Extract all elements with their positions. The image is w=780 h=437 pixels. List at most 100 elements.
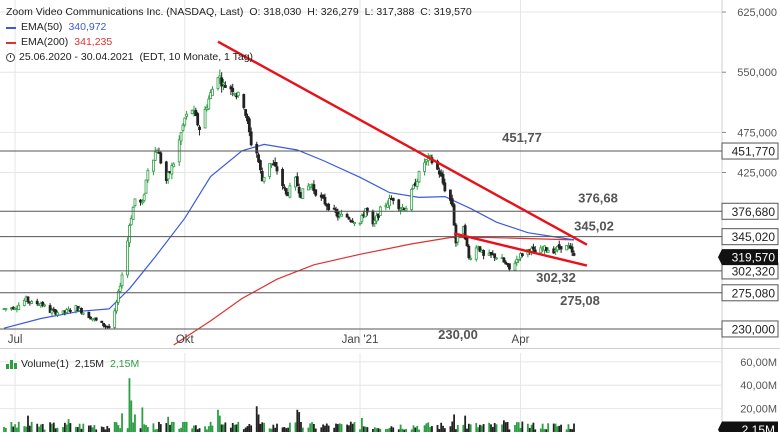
level-label: 275,08 (560, 293, 600, 308)
candle-body (347, 217, 351, 220)
candle-body (87, 311, 91, 319)
volume-bar (353, 422, 356, 432)
volume-bar (62, 427, 64, 432)
candle-body (80, 307, 83, 314)
candle-body (185, 113, 189, 117)
volume-bar (146, 426, 149, 432)
range-row: 25.06.2020 - 30.04.2021 (EDT, 10 Monate,… (6, 50, 472, 65)
volume-bar (416, 426, 419, 432)
volume-bar (51, 423, 53, 432)
candle-body (410, 189, 414, 211)
candle-body (262, 177, 266, 182)
volume-bar (257, 414, 260, 432)
ema50-swatch (6, 26, 16, 29)
volume-bar (276, 423, 278, 432)
candle-body (449, 189, 452, 201)
candle-body (351, 220, 355, 223)
candle-body (257, 154, 260, 163)
candle-body (513, 262, 517, 271)
volume-bar (145, 425, 147, 432)
candle-body (223, 84, 227, 88)
volume-bar (268, 428, 271, 432)
volume-bar (56, 427, 59, 432)
candle-body (423, 162, 426, 172)
volume-bar (41, 423, 44, 432)
ema50-legend[interactable]: EMA(50) 340,972 (6, 20, 472, 35)
candle-body (295, 176, 299, 187)
candle-body (572, 253, 576, 256)
candle-body (35, 300, 39, 305)
volume-bar (63, 422, 66, 432)
ema50-value: 340,972 (68, 21, 107, 33)
candle-body (314, 189, 318, 196)
level-badge-label: 451,770 (732, 145, 776, 159)
candle-body (67, 308, 70, 312)
candle-body (194, 110, 198, 116)
volume-bar (377, 428, 380, 432)
candle-body (94, 317, 98, 321)
candle-body (268, 163, 272, 177)
candle-body (288, 185, 292, 198)
trendline (217, 40, 588, 246)
candle-body (332, 207, 336, 210)
volume-legend[interactable]: Volume(1) 2,15M 2,15M (6, 358, 139, 370)
candle-body (259, 160, 262, 171)
volume-bar (250, 425, 253, 432)
candle-body (443, 182, 447, 192)
volume-bar (104, 429, 107, 432)
volume-bar (69, 423, 72, 432)
candle-body (353, 222, 356, 224)
volume-bar (423, 425, 426, 432)
ema200-label: EMA(200) (21, 36, 69, 48)
volume-bar (515, 422, 518, 432)
volume-bar (28, 425, 31, 432)
candle-body (100, 320, 104, 323)
candle-body (120, 274, 124, 287)
volume-bar (87, 425, 90, 432)
volume-value-2: 2,15M (110, 358, 140, 370)
volume-bar (100, 426, 103, 432)
candle-body (312, 184, 316, 192)
candle-body (128, 225, 131, 244)
volume-last-label: 2,15M (742, 423, 775, 432)
volume-bar (309, 423, 312, 432)
volume-bar (392, 427, 395, 432)
volume-bar (259, 423, 262, 432)
level-label: 451,77 (502, 130, 542, 145)
volume-bar (156, 429, 159, 432)
volume-bar (456, 424, 459, 432)
candle-body (48, 305, 52, 313)
candle-body (179, 132, 183, 142)
ema200-legend[interactable]: EMA(200) 341,235 (6, 35, 472, 50)
volume-bar (429, 426, 432, 432)
level-label: 302,32 (536, 270, 576, 285)
candle-body (284, 188, 288, 195)
candle-body (463, 225, 467, 240)
volume-bar (556, 426, 559, 432)
volume-bar (325, 423, 328, 432)
high-value: H: 326,279 (307, 6, 359, 18)
candle-body (559, 246, 563, 250)
candle-body (273, 162, 277, 167)
volume-bar (217, 409, 219, 432)
candle-body (196, 113, 200, 126)
candle-body (517, 258, 521, 261)
volume-bar (158, 421, 160, 432)
candle-body (249, 131, 253, 146)
volume-bar (547, 423, 550, 432)
candle-body (546, 249, 550, 253)
level-badge-label: 275,080 (732, 286, 776, 300)
volume-bar (521, 421, 524, 432)
candle-body (166, 172, 170, 180)
candle-body (229, 86, 233, 90)
volume-bar (196, 429, 199, 432)
volume-bar (43, 429, 46, 432)
volume-bar (388, 427, 391, 432)
candle-body (474, 247, 478, 260)
volume-bar (526, 423, 529, 432)
volume-bar (126, 428, 129, 432)
candle-body (489, 251, 493, 255)
volume-bar (375, 428, 378, 432)
